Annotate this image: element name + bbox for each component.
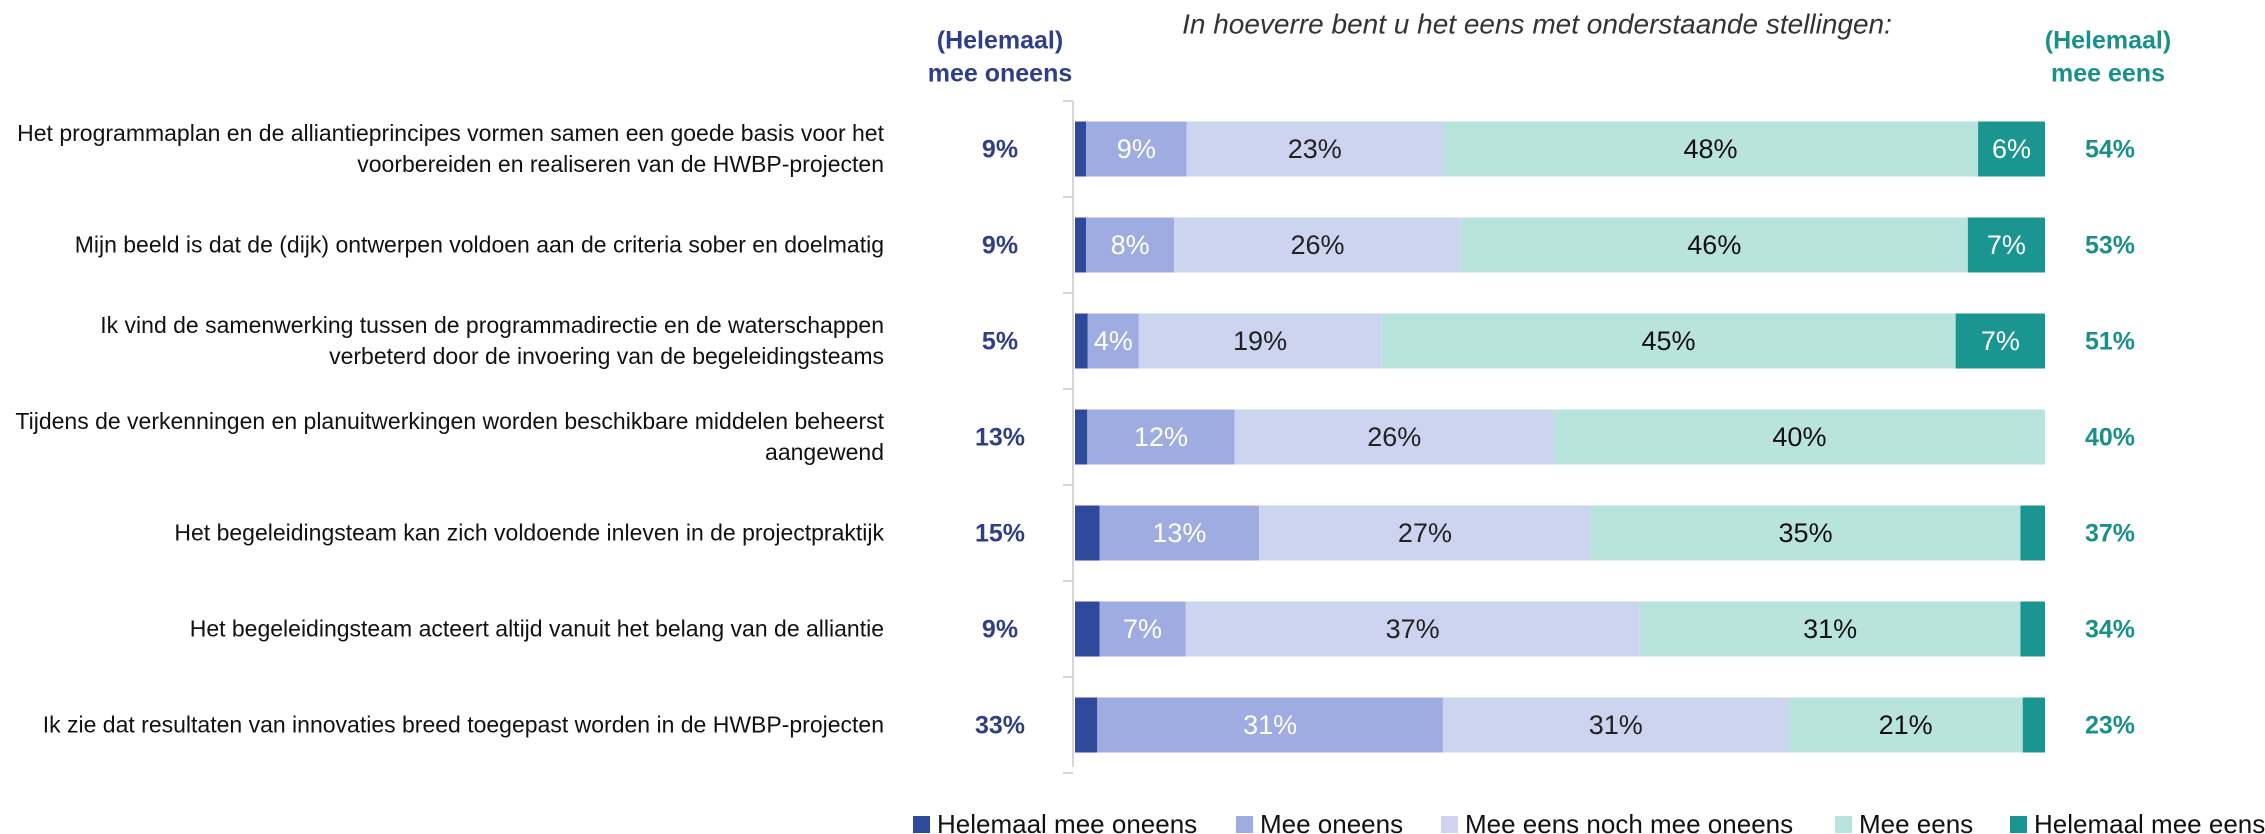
bar-segment bbox=[1788, 697, 2023, 753]
category-label: Het begeleidingsteam acteert altijd vanu… bbox=[189, 615, 884, 642]
value-label: 37% bbox=[1386, 614, 1440, 644]
category-label: Het programmaplan en de alliantieprincip… bbox=[17, 120, 884, 177]
bar-segment bbox=[1553, 409, 2045, 465]
bar-segment bbox=[2022, 697, 2045, 753]
value-label: 19% bbox=[1233, 326, 1287, 356]
bar-segment bbox=[2020, 505, 2045, 561]
left-total: 9% bbox=[982, 136, 1018, 164]
right-total: 34% bbox=[2085, 616, 2135, 644]
bar-segment bbox=[2020, 601, 2045, 657]
value-label: 23% bbox=[1288, 134, 1342, 164]
right-header: (Helemaal) bbox=[2045, 27, 2171, 55]
legend-swatch bbox=[1236, 816, 1253, 833]
value-label: 35% bbox=[1779, 518, 1833, 548]
bar-segment bbox=[1185, 601, 1640, 657]
value-label: 12% bbox=[1134, 422, 1188, 452]
bar-segment bbox=[1186, 121, 1443, 177]
bar-segment bbox=[1075, 505, 1100, 561]
left-total: 9% bbox=[982, 232, 1018, 260]
legend-swatch bbox=[1835, 816, 1852, 833]
value-label: 9% bbox=[1117, 134, 1156, 164]
value-label: 48% bbox=[1683, 134, 1737, 164]
bar-segment bbox=[1075, 121, 1087, 177]
left-total: 33% bbox=[975, 712, 1025, 740]
left-header: (Helemaal) bbox=[937, 27, 1063, 55]
right-total: 40% bbox=[2085, 424, 2135, 452]
bar-segment bbox=[1234, 409, 1554, 465]
legend-label: Mee eens noch mee oneens bbox=[1465, 809, 1793, 834]
value-label: 45% bbox=[1641, 326, 1695, 356]
bar-segment bbox=[1381, 313, 1956, 369]
value-label: 26% bbox=[1367, 422, 1421, 452]
category-label: Tijdens de verkenningen en planuitwerkin… bbox=[15, 408, 884, 465]
left-total: 13% bbox=[975, 424, 1025, 452]
bar-segment bbox=[1138, 313, 1382, 369]
left-total: 5% bbox=[982, 328, 1018, 356]
bar-segment bbox=[1075, 601, 1100, 657]
bar-segment bbox=[1590, 505, 2021, 561]
value-label: 8% bbox=[1111, 230, 1150, 260]
category-label: Mijn beeld is dat de (dijk) ontwerpen vo… bbox=[74, 231, 884, 258]
chart-title: In hoeverre bent u het eens met ondersta… bbox=[1182, 8, 1892, 39]
right-total: 54% bbox=[2085, 136, 2135, 164]
bar-segment bbox=[1086, 121, 1187, 177]
value-label: 31% bbox=[1589, 710, 1643, 740]
bar-segment bbox=[1075, 313, 1088, 369]
bar-segment bbox=[1075, 409, 1088, 465]
bar-segment bbox=[1086, 217, 1175, 273]
value-label: 31% bbox=[1803, 614, 1857, 644]
value-label: 21% bbox=[1879, 710, 1933, 740]
legend-label: Mee oneens bbox=[1260, 809, 1403, 834]
legend-swatch bbox=[1441, 816, 1458, 833]
bar-segment bbox=[1075, 217, 1087, 273]
bar-segment bbox=[1442, 697, 1789, 753]
left-header: mee oneens bbox=[928, 60, 1073, 88]
value-label: 6% bbox=[1992, 134, 2031, 164]
bar-segment bbox=[1955, 313, 2045, 369]
value-label: 7% bbox=[1987, 230, 2026, 260]
bar-segment bbox=[1099, 505, 1260, 561]
legend-label: Helemaal mee eens bbox=[2034, 809, 2265, 834]
value-label: 31% bbox=[1243, 710, 1297, 740]
legend-swatch bbox=[913, 816, 930, 833]
value-label: 13% bbox=[1152, 518, 1206, 548]
legend-label: Helemaal mee oneens bbox=[937, 809, 1197, 834]
category-label: Ik vind de samenwerking tussen de progra… bbox=[100, 312, 884, 369]
legend-label: Mee eens bbox=[1859, 809, 1973, 834]
right-total: 51% bbox=[2085, 328, 2135, 356]
bar-segment bbox=[1639, 601, 2021, 657]
left-total: 9% bbox=[982, 616, 1018, 644]
bar-segment bbox=[1978, 121, 2045, 177]
right-total: 53% bbox=[2085, 232, 2135, 260]
bar-segment bbox=[1967, 217, 2045, 273]
category-label: Het begeleidingsteam kan zich voldoende … bbox=[174, 519, 884, 546]
bar-segment bbox=[1442, 121, 1979, 177]
value-label: 4% bbox=[1094, 326, 1133, 356]
bar-segment bbox=[1460, 217, 1968, 273]
category-label: Ik zie dat resultaten van innovaties bre… bbox=[42, 711, 884, 738]
bar-segment bbox=[1259, 505, 1591, 561]
value-label: 26% bbox=[1290, 230, 1344, 260]
bar-segment bbox=[1087, 409, 1235, 465]
value-label: 7% bbox=[1981, 326, 2020, 356]
left-total: 15% bbox=[975, 520, 1025, 548]
value-label: 27% bbox=[1398, 518, 1452, 548]
right-header: mee eens bbox=[2051, 60, 2165, 88]
value-label: 40% bbox=[1772, 422, 1826, 452]
bar-segment bbox=[1075, 697, 1098, 753]
value-label: 46% bbox=[1687, 230, 1741, 260]
legend-swatch bbox=[2010, 816, 2027, 833]
bar-segment bbox=[1174, 217, 1461, 273]
bar-segment bbox=[1099, 601, 1186, 657]
right-total: 23% bbox=[2085, 712, 2135, 740]
value-label: 7% bbox=[1123, 614, 1162, 644]
right-total: 37% bbox=[2085, 520, 2135, 548]
bar-segment bbox=[1097, 697, 1443, 753]
bar-segment bbox=[1087, 313, 1139, 369]
